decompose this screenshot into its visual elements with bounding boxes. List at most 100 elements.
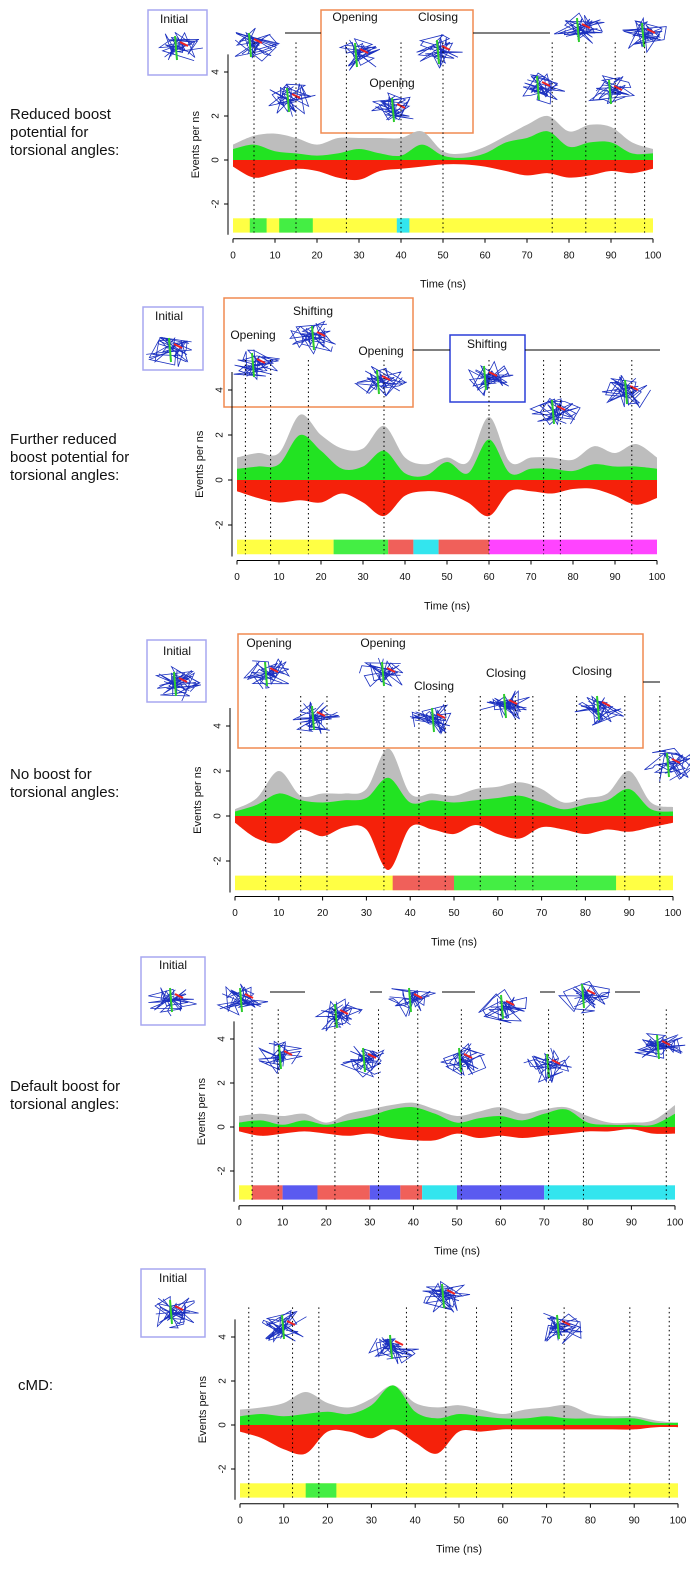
protein-helix bbox=[316, 331, 326, 337]
area bbox=[233, 160, 653, 181]
x-tick-label: 20 bbox=[322, 1515, 334, 1526]
annotation: Closing bbox=[572, 664, 612, 678]
x-tick-label: 40 bbox=[399, 572, 411, 583]
y-tick-label: 2 bbox=[215, 432, 226, 438]
protein-helix bbox=[488, 371, 498, 377]
protein-helix bbox=[413, 993, 423, 999]
annotation: Initial bbox=[159, 1271, 187, 1285]
protein-helix bbox=[173, 671, 177, 697]
x-tick-label: 30 bbox=[353, 250, 365, 261]
protein-helix bbox=[359, 48, 369, 54]
protein-structure bbox=[154, 665, 202, 702]
protein-backbone bbox=[235, 27, 281, 55]
y-tick-label: 4 bbox=[215, 387, 226, 393]
protein-helix bbox=[174, 993, 184, 999]
protein-helix bbox=[179, 41, 189, 47]
protein-backbone bbox=[261, 1317, 296, 1343]
state-segment bbox=[396, 218, 410, 233]
state-segment bbox=[422, 1185, 457, 1200]
protein-backbone bbox=[472, 364, 508, 390]
protein-helix bbox=[311, 325, 315, 351]
protein-helix bbox=[661, 1040, 671, 1046]
annotation: Opening bbox=[246, 636, 291, 650]
annotation: Initial bbox=[159, 958, 187, 972]
protein-helix bbox=[381, 661, 385, 687]
x-tick-label: 50 bbox=[441, 572, 453, 583]
state-segment bbox=[239, 1185, 253, 1200]
protein-structure bbox=[522, 72, 566, 105]
protein-helix bbox=[391, 97, 395, 123]
panel-label: torsional angles: bbox=[10, 1096, 119, 1113]
protein-backbone bbox=[353, 38, 381, 68]
protein-helix bbox=[441, 45, 451, 51]
y-axis-title: Events per ns bbox=[192, 766, 204, 834]
protein-helix bbox=[376, 369, 380, 395]
x-tick-label: 100 bbox=[645, 250, 662, 261]
annotation: Initial bbox=[163, 644, 191, 658]
protein-helix bbox=[291, 93, 301, 99]
y-tick-label: 2 bbox=[211, 113, 222, 119]
protein-structure bbox=[146, 336, 192, 367]
state-segment bbox=[282, 1185, 318, 1200]
state-segment bbox=[240, 1483, 678, 1498]
annotation: Opening bbox=[360, 636, 405, 650]
protein-helix bbox=[256, 358, 266, 364]
protein-backbone bbox=[562, 980, 611, 1014]
state-segment bbox=[489, 539, 657, 555]
protein-helix bbox=[269, 667, 279, 673]
protein-backbone bbox=[314, 998, 352, 1026]
protein-helix bbox=[178, 677, 188, 683]
protein-structure bbox=[354, 366, 407, 397]
protein-helix bbox=[629, 385, 639, 391]
highlight-box bbox=[140, 1268, 206, 1338]
x-tick-label: 0 bbox=[236, 1217, 242, 1228]
x-tick-label: 40 bbox=[408, 1217, 420, 1228]
x-tick-label: 80 bbox=[563, 250, 575, 261]
x-axis-title: Time (ns) bbox=[436, 1544, 482, 1556]
protein-backbone bbox=[486, 698, 523, 720]
protein-helix bbox=[613, 85, 623, 91]
x-tick-label: 0 bbox=[230, 250, 236, 261]
protein-backbone bbox=[531, 401, 581, 425]
protein-structure bbox=[529, 397, 581, 426]
x-tick-label: 20 bbox=[311, 250, 323, 261]
protein-structure bbox=[292, 701, 340, 734]
protein-helix bbox=[169, 987, 173, 1013]
protein-helix bbox=[441, 1283, 445, 1309]
panel-label: cMD: bbox=[18, 1377, 53, 1394]
protein-helix bbox=[367, 1053, 377, 1059]
protein-structure bbox=[644, 747, 690, 782]
protein-helix bbox=[251, 352, 255, 378]
x-tick-label: 90 bbox=[609, 572, 621, 583]
protein-helix bbox=[283, 1050, 293, 1056]
protein-structure bbox=[543, 1312, 583, 1344]
protein-backbone bbox=[226, 986, 261, 1008]
panel-label: potential for bbox=[10, 124, 88, 141]
protein-helix bbox=[601, 701, 611, 707]
protein-backbone bbox=[527, 1049, 559, 1083]
panel-label: Reduced boost bbox=[10, 106, 112, 123]
x-tick-label: 80 bbox=[582, 1217, 594, 1228]
y-tick-label: 4 bbox=[217, 1036, 228, 1042]
protein-structure bbox=[409, 703, 452, 735]
protein-helix bbox=[174, 1305, 184, 1311]
y-axis-title: Events per ns bbox=[194, 430, 206, 498]
panel-label: Default boost for bbox=[10, 1078, 120, 1095]
state-segment bbox=[544, 1185, 675, 1200]
protein-helix bbox=[281, 1314, 285, 1340]
protein-helix bbox=[561, 1320, 571, 1326]
highlight-box bbox=[147, 9, 208, 76]
protein-backbone bbox=[411, 703, 449, 734]
x-tick-label: 20 bbox=[317, 908, 329, 919]
protein-helix bbox=[248, 32, 252, 58]
protein-structure bbox=[234, 27, 281, 62]
x-tick-label: 50 bbox=[451, 1217, 463, 1228]
protein-helix bbox=[386, 667, 396, 673]
state-segment bbox=[237, 539, 334, 555]
protein-helix bbox=[239, 987, 243, 1013]
protein-helix bbox=[408, 987, 412, 1013]
protein-helix bbox=[381, 375, 391, 381]
x-tick-label: 70 bbox=[539, 1217, 551, 1228]
protein-structure bbox=[338, 38, 381, 71]
protein-backbone bbox=[636, 1033, 679, 1056]
